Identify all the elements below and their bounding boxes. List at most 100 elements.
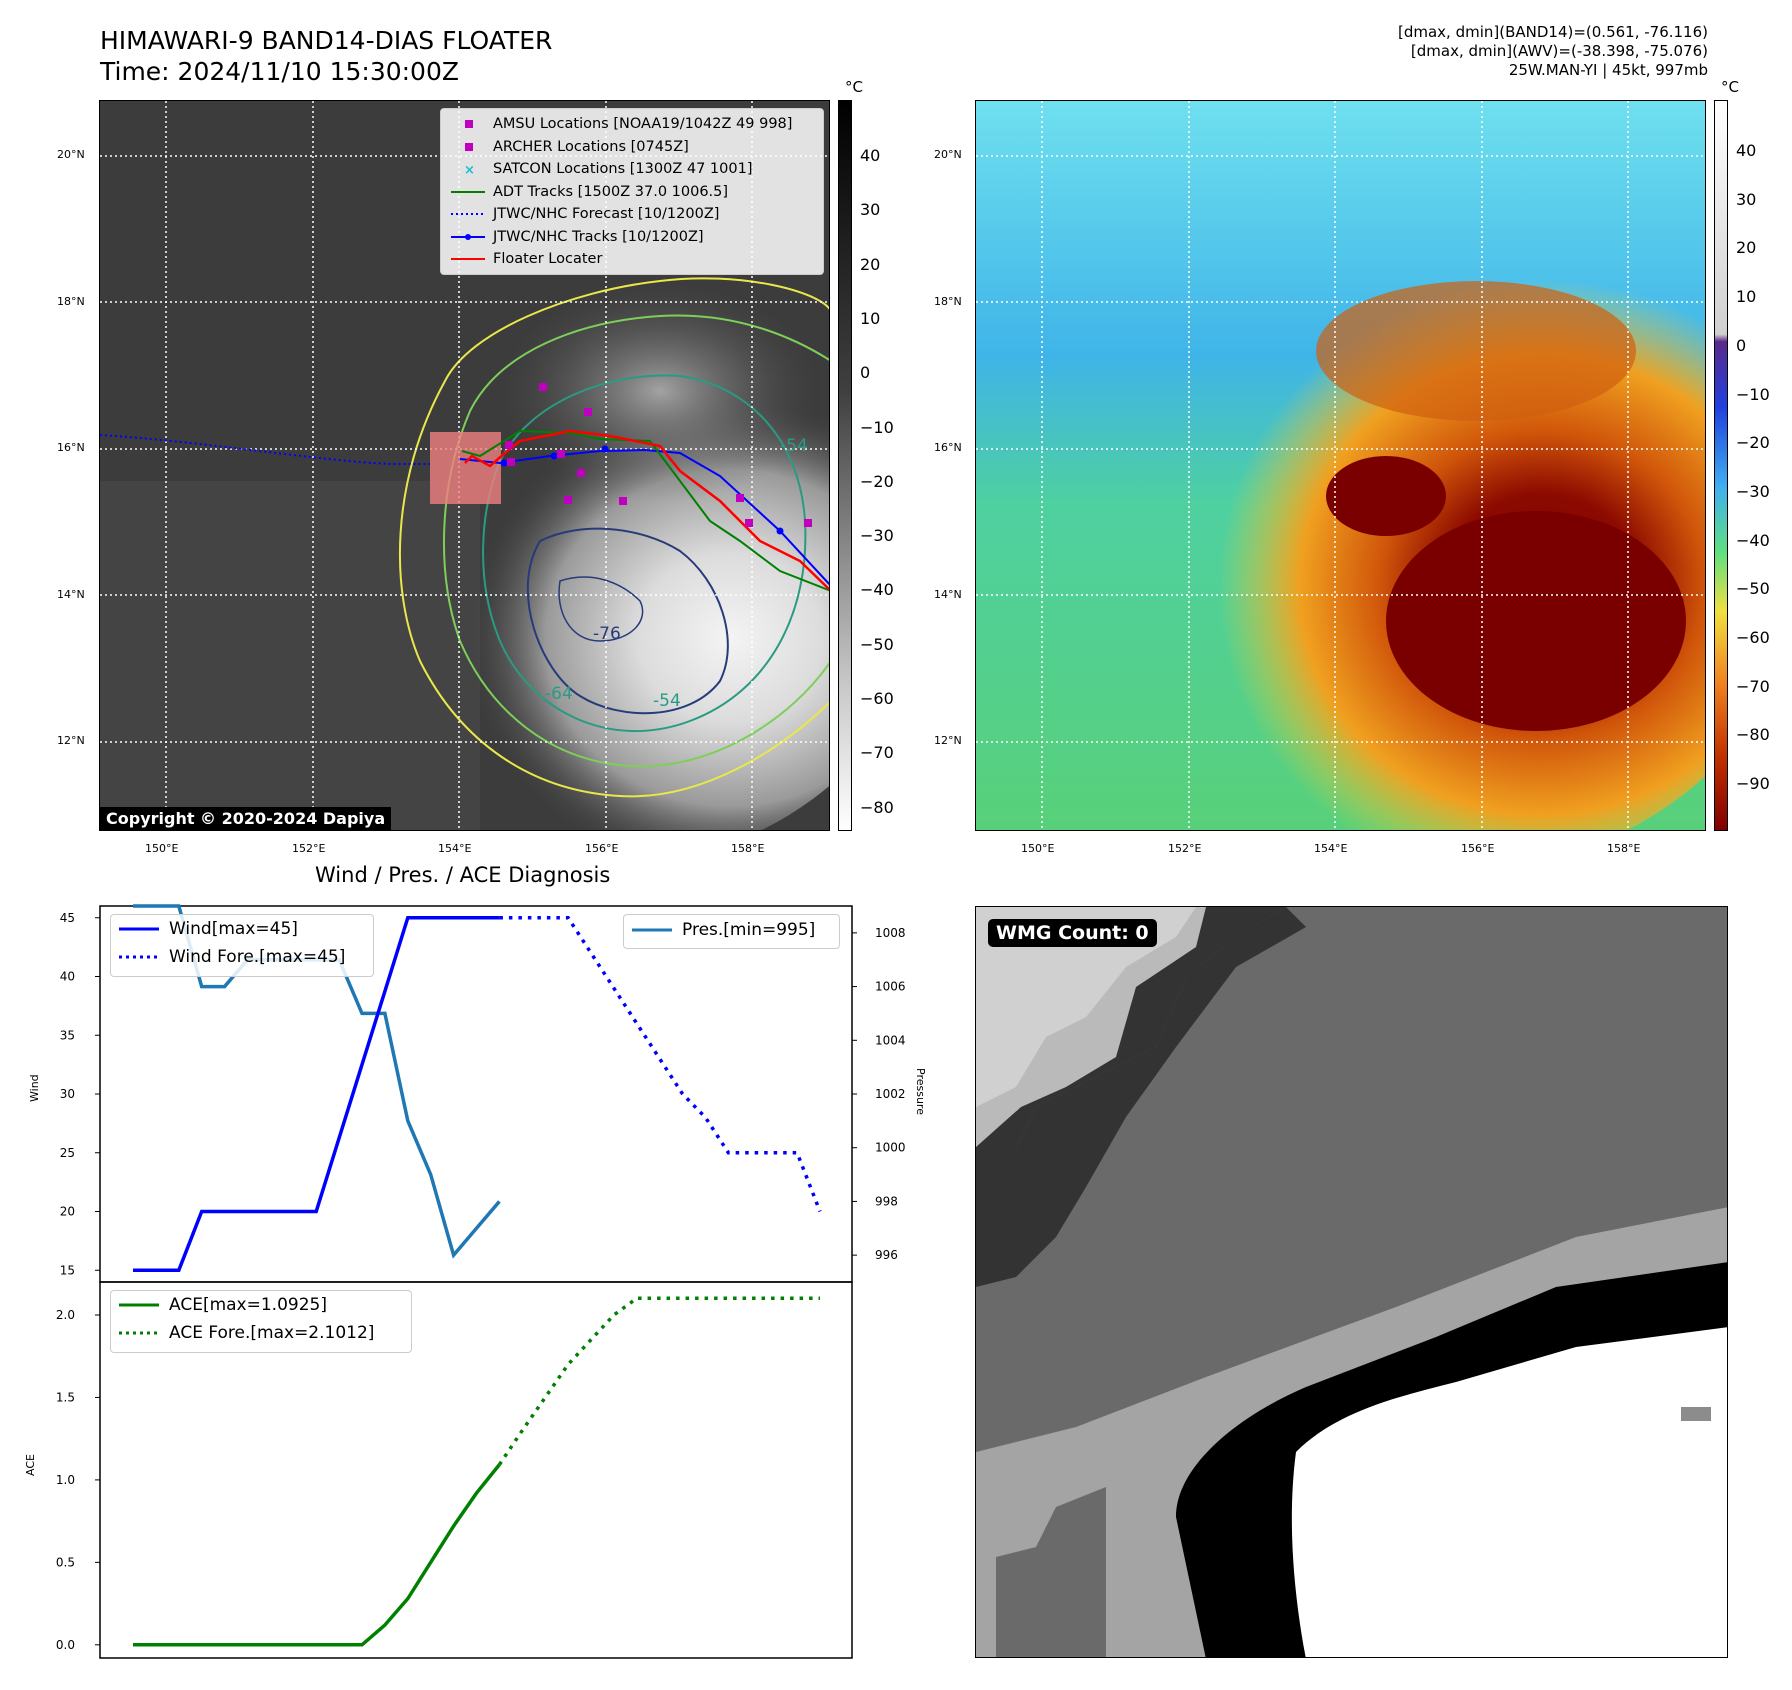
legend-wind: Wind[max=45] <box>169 919 298 939</box>
wmg-count-badge: WMG Count: 0 <box>988 919 1157 947</box>
colorbar-tick-label: −40 <box>860 580 894 600</box>
figure-title-line1: HIMAWARI-9 BAND14-DIAS FLOATER <box>100 26 553 55</box>
map-legend-label: JTWC/NHC Forecast [10/1200Z] <box>493 206 720 222</box>
map-legend-label: AMSU Locations [NOAA19/1042Z 49 998] <box>493 116 793 132</box>
colorbar-tick-label: −30 <box>860 526 894 546</box>
svg-text:×: × <box>464 163 475 178</box>
r-lat-label-18n: 18°N <box>934 295 962 308</box>
legend-marker-icon <box>451 258 485 260</box>
r-lon-label-158e: 158°E <box>1607 842 1641 855</box>
map-legend-label: Floater Locater <box>493 251 603 267</box>
wind-tick-label: 15 <box>60 1263 75 1277</box>
colorbar-tick-label: −80 <box>860 797 894 817</box>
lat-label-16n: 16°N <box>57 441 85 454</box>
map-legend-item: JTWC/NHC Forecast [10/1200Z] <box>441 203 823 226</box>
legend-marker-icon <box>465 142 473 151</box>
pressure-tick-label: 1006 <box>875 980 906 994</box>
ace-panel-frame <box>99 1281 853 1659</box>
wind-tick-label: 20 <box>60 1205 75 1219</box>
lat-label-14n: 14°N <box>57 588 85 601</box>
right-colorbar-unit: °C <box>1721 78 1739 96</box>
map-legend-label: JTWC/NHC Tracks [10/1200Z] <box>493 228 704 245</box>
pressure-tick-label: 1004 <box>875 1033 906 1047</box>
wmg-panel: WMG Count: 0 <box>975 906 1728 1658</box>
map-legend-item: AMSU Locations [NOAA19/1042Z 49 998] <box>441 113 823 136</box>
colorbar-tick-label: −70 <box>1736 676 1770 696</box>
ir-color-map <box>975 100 1706 831</box>
pressure-ylabel: Pressure <box>914 1068 927 1115</box>
ace-tick-label: 1.0 <box>56 1473 75 1487</box>
colorbar-tick-label: 0 <box>1736 335 1747 355</box>
r-lon-label-154e: 154°E <box>1314 842 1348 855</box>
colorbar-tick-label: −70 <box>860 743 894 763</box>
contour-label-54b: -54 <box>780 436 808 456</box>
ace-series-line <box>133 1463 501 1647</box>
wind-ylabel: Wind <box>28 1074 41 1102</box>
legend-marker-icon: × <box>464 163 475 178</box>
lon-label-150e: 150°E <box>145 842 179 855</box>
colorbar-tick-label: −30 <box>1736 481 1770 501</box>
lat-label-12n: 12°N <box>57 734 85 747</box>
ace-tick-label: 0.0 <box>56 1638 75 1652</box>
r-lon-label-152e: 152°E <box>1168 842 1202 855</box>
wind-forecast-series-line <box>499 916 822 1213</box>
legend-marker-icon <box>465 120 473 128</box>
r-lat-label-14n: 14°N <box>934 588 962 601</box>
wind-tick-label: 25 <box>60 1146 75 1160</box>
map-legend-item: ADT Tracks [1500Z 37.0 1006.5] <box>441 181 823 204</box>
ace-tick-label: 0.5 <box>56 1555 75 1569</box>
colorbar-tick-label: −90 <box>1736 774 1770 794</box>
colorbar-tick-label: −60 <box>1736 628 1770 647</box>
map-legend-label: SATCON Locations [1300Z 47 1001] <box>493 161 753 177</box>
contour-label-76: -76 <box>593 624 621 644</box>
wind-tick-label: 35 <box>60 1028 75 1042</box>
contour-label-54a: -54 <box>653 691 681 711</box>
colorbar-tick-label: −50 <box>1736 579 1770 599</box>
colorbar-tick-label: −10 <box>1736 384 1770 404</box>
legend-marker-icon <box>451 190 485 193</box>
r-lat-label-16n: 16°N <box>934 441 962 454</box>
legend-marker-icon <box>451 233 485 240</box>
r-lat-label-12n: 12°N <box>934 734 962 747</box>
header-dmax-band14: [dmax, dmin](BAND14)=(0.561, -76.116) <box>1397 23 1708 41</box>
lat-label-20n: 20°N <box>57 148 85 161</box>
legend-marker-icon <box>451 213 485 215</box>
header-storm-info: 25W.MAN-YI | 45kt, 997mb <box>1508 61 1708 79</box>
copyright-label: Copyright © 2020-2024 Dapiya <box>100 807 392 830</box>
wind-tick-label: 30 <box>60 1087 75 1101</box>
colorbar-tick-label: −20 <box>860 471 894 491</box>
wind-tick-label: 40 <box>60 970 75 984</box>
pressure-legend: Pres.[min=995] <box>623 914 840 949</box>
pressure-tick-label: 1000 <box>875 1141 906 1155</box>
colorbar-tick-label: 40 <box>860 146 881 165</box>
ace-forecast-series-line <box>497 1296 820 1466</box>
lon-label-154e: 154°E <box>438 842 472 855</box>
pressure-tick-label: 996 <box>875 1248 898 1262</box>
colorbar-tick-label: 10 <box>1736 287 1757 307</box>
contour-label-64: -64 <box>545 684 573 704</box>
colorbar-tick-label: −60 <box>860 689 894 708</box>
r-lat-label-20n: 20°N <box>934 148 962 161</box>
map-legend-item: Floater Locater <box>441 248 823 271</box>
lon-label-156e: 156°E <box>585 842 619 855</box>
colorbar-tick-label: −40 <box>1736 530 1770 550</box>
right-colorbar <box>1714 100 1728 831</box>
colorbar-tick-label: 20 <box>860 254 881 274</box>
legend-ace-fore: ACE Fore.[max=2.1012] <box>169 1323 375 1343</box>
map-legend-label: ARCHER Locations [0745Z] <box>493 138 689 155</box>
r-lon-label-156e: 156°E <box>1461 842 1495 855</box>
left-colorbar-unit: °C <box>845 78 863 96</box>
left-colorbar <box>838 100 852 831</box>
map-legend-item: JTWC/NHC Tracks [10/1200Z] <box>441 226 823 249</box>
figure-title-line2: Time: 2024/11/10 15:30:00Z <box>100 57 459 86</box>
colorbar-tick-label: −10 <box>860 417 894 437</box>
colorbar-tick-label: −50 <box>860 634 894 654</box>
map-legend: AMSU Locations [NOAA19/1042Z 49 998] ARCH… <box>440 108 824 275</box>
r-lon-label-150e: 150°E <box>1021 842 1055 855</box>
map-legend-item: ARCHER Locations [0745Z] <box>441 136 823 159</box>
colorbar-tick-label: 0 <box>860 363 871 383</box>
diagnosis-title: Wind / Pres. / ACE Diagnosis <box>315 863 611 887</box>
pressure-tick-label: 1008 <box>875 926 906 940</box>
lat-label-18n: 18°N <box>57 295 85 308</box>
colorbar-tick-label: 30 <box>1736 189 1757 209</box>
